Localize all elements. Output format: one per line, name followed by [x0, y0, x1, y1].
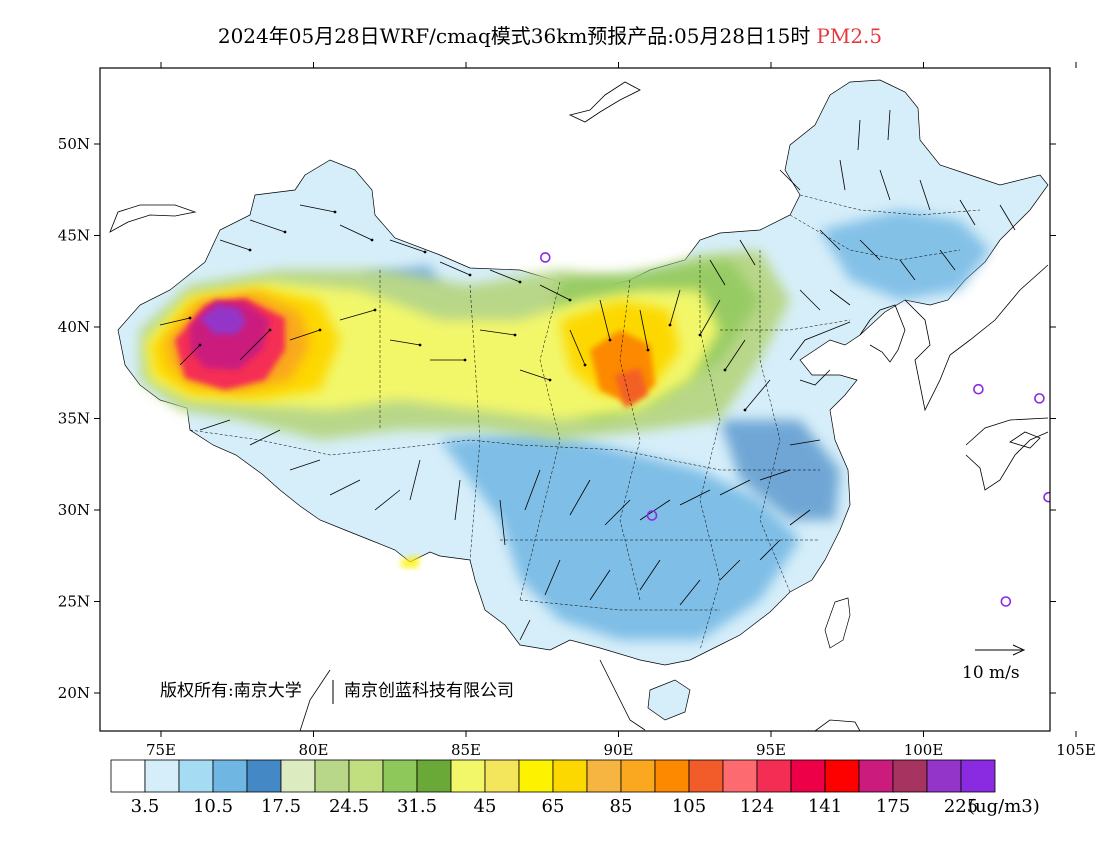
wind-vectors	[159, 109, 1016, 641]
colorbar-swatch	[518, 759, 554, 793]
lat-tick-label: 25N	[58, 593, 90, 611]
colorbar-swatch	[722, 759, 758, 793]
colorbar-swatch	[314, 759, 350, 793]
station-marker	[646, 510, 658, 521]
taiwan-island	[824, 597, 851, 649]
lat-tick-label: 35N	[58, 410, 90, 428]
colorbar-swatch	[552, 759, 588, 793]
lon-tick-label: 105E	[1056, 741, 1096, 759]
colorbar-label: 175	[876, 796, 910, 817]
colorbar-swatch	[246, 759, 282, 793]
lat-tick-label: 20N	[58, 684, 90, 702]
colorbar-swatch	[688, 759, 724, 793]
colorbar-swatch	[110, 759, 146, 793]
colorbar-swatch	[280, 759, 316, 793]
colorbar-swatch	[484, 759, 520, 793]
colorbar-swatch	[416, 759, 452, 793]
lat-tick-label: 50N	[58, 135, 90, 153]
colorbar-swatch	[586, 759, 622, 793]
colorbar-label: 10.5	[193, 796, 233, 817]
colorbar-swatch	[212, 759, 248, 793]
colorbar-label: 24.5	[329, 796, 369, 817]
station-marker	[1043, 491, 1050, 503]
colorbar-swatch	[926, 759, 962, 793]
colorbar-label: 3.5	[131, 796, 160, 817]
station-marker	[539, 252, 551, 263]
lon-tick-label: 90E	[603, 741, 633, 759]
copyright-credit: 版权所有:南京大学 南京创蓝科技有限公司	[160, 680, 514, 704]
lon-tick-label: 80E	[298, 741, 328, 759]
wind-scale-legend: 10 m/s	[962, 644, 1026, 683]
map-plot-area: 10 m/s 版权所有:南京大学 南京创蓝科技有限公司	[100, 68, 1050, 731]
colorbar-unit: (ug/m3)	[968, 796, 1040, 817]
wind-scale-label: 10 m/s	[962, 663, 1020, 683]
wind-arrowheads	[188, 210, 747, 412]
map-title: 2024年05月28日WRF/cmaq模式36km预报产品:05月28日15时 P…	[0, 20, 1100, 49]
colorbar-swatch	[790, 759, 826, 793]
colorbar-swatch	[382, 759, 418, 793]
colorbar-swatch	[450, 759, 486, 793]
longitude-axis: 75E80E85E90E95E100E105E110E115E120E125E1…	[146, 62, 1096, 759]
credit-org1: 版权所有:南京大学	[160, 681, 302, 701]
colorbar-label: 65	[542, 796, 565, 817]
colorbar-swatch	[858, 759, 894, 793]
colorbar-label: 141	[808, 796, 842, 817]
title-main: 2024年05月28日WRF/cmaq模式36km预报产品:05月28日15时	[217, 24, 811, 48]
lon-tick-label: 100E	[904, 741, 944, 759]
colorbar-labels: 3.5 10.5 17.5 24.5 31.5 45 65 85 105 124 141 175 225	[131, 796, 979, 817]
lon-tick-label: 85E	[451, 741, 481, 759]
station-marker	[1000, 596, 1012, 607]
colorbar-label: 31.5	[397, 796, 437, 817]
colorbar-swatch	[178, 759, 214, 793]
lat-tick-label: 40N	[58, 318, 90, 336]
credit-org2: 南京创蓝科技有限公司	[344, 681, 514, 701]
colorbar-label: 85	[610, 796, 633, 817]
latitude-axis: 50N 45N 40N 35N 30N 25N 20N	[58, 135, 1056, 702]
colorbar-swatch	[960, 759, 996, 793]
colorbar-swatch	[144, 759, 180, 793]
colorbar-label: 45	[474, 796, 497, 817]
province-borders	[189, 194, 981, 651]
station-marker	[973, 383, 984, 395]
colorbar-swatch	[654, 759, 690, 793]
colorbar-label: 124	[740, 796, 774, 817]
lon-tick-label: 75E	[146, 741, 176, 759]
colorbar-swatch	[824, 759, 860, 793]
colorbar-swatch	[348, 759, 384, 793]
pm25-shading	[140, 210, 990, 640]
hainan-island	[647, 679, 691, 721]
title-variable: PM2.5	[816, 24, 883, 48]
lat-tick-label: 30N	[58, 501, 90, 519]
colorbar-label: 17.5	[261, 796, 301, 817]
city-stations	[539, 252, 1050, 607]
coastlines	[109, 81, 1049, 731]
colorbar-swatch	[620, 759, 656, 793]
colorbar-label: 225	[944, 796, 978, 817]
station-marker	[1034, 393, 1045, 404]
lon-tick-label: 95E	[756, 741, 786, 759]
colorbar-swatch	[892, 759, 928, 793]
lat-tick-label: 45N	[58, 227, 90, 245]
colorbar-label: 105	[672, 796, 706, 817]
map-frame	[99, 67, 1051, 732]
colorbar-swatch	[756, 759, 792, 793]
pm25-colorbar	[110, 759, 996, 793]
